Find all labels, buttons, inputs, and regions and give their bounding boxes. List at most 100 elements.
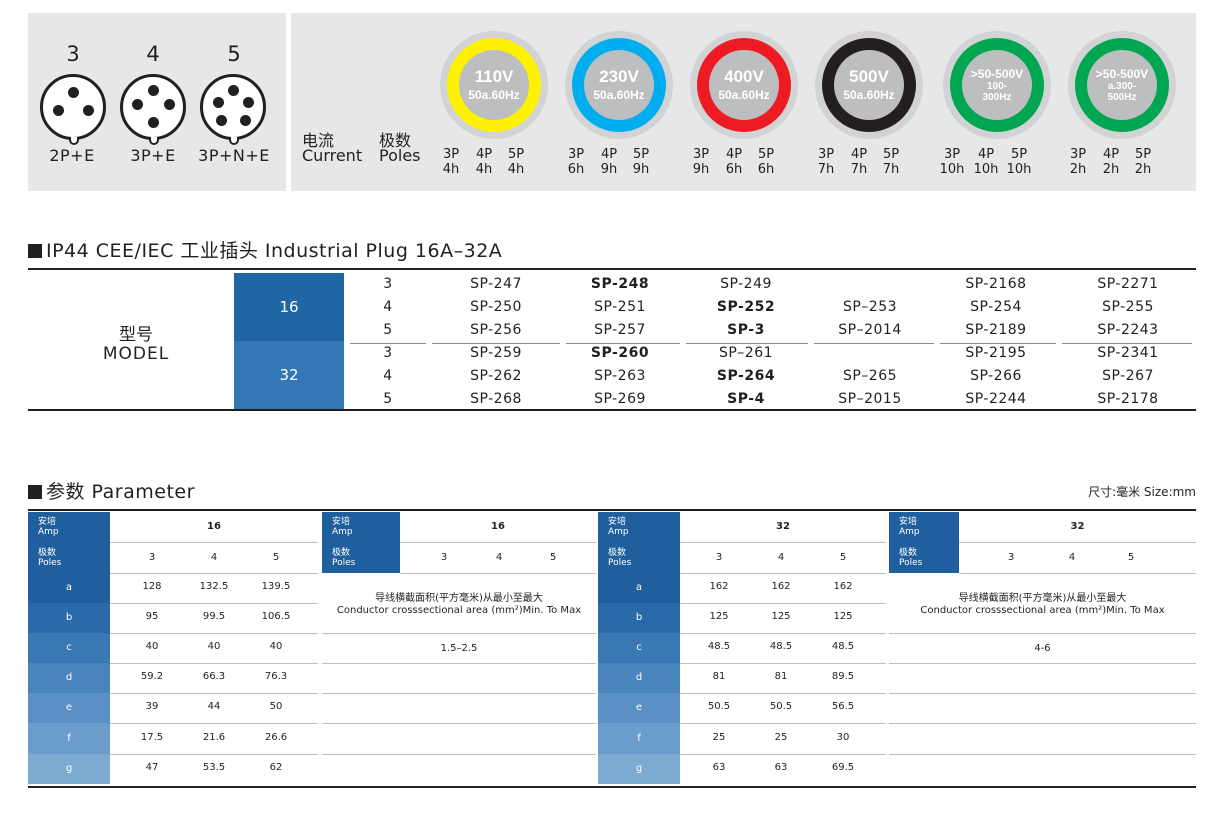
model-code-cell: SP-257 bbox=[594, 322, 646, 338]
model-code-cell: SP-254 bbox=[970, 299, 1022, 315]
dimension-value: 44 bbox=[207, 701, 221, 712]
amp-header-en: Amp bbox=[608, 527, 629, 537]
header-divider bbox=[400, 542, 596, 543]
pole-count-5: 5 bbox=[227, 42, 241, 66]
dimension-key-a: a bbox=[28, 573, 110, 603]
pole-hour-label: 5P 10h bbox=[1006, 147, 1032, 177]
plug-section-title: IP44 CEE/IEC 工业插头 Industrial Plug 16A–32… bbox=[28, 236, 502, 263]
amp-header-cell: 安培 Amp bbox=[28, 512, 110, 542]
frequency-value: 50a.60Hz bbox=[468, 88, 520, 102]
header-divider bbox=[959, 573, 1196, 574]
dimension-value: 125 bbox=[709, 611, 729, 622]
pole-label-2p-e: 2P+E bbox=[49, 146, 95, 165]
param-bottom-rule bbox=[28, 786, 1196, 788]
voltage-value: 230V bbox=[599, 67, 639, 86]
row-divider bbox=[1062, 343, 1192, 344]
dimension-value: 125 bbox=[833, 611, 853, 622]
model-label-en: MODEL bbox=[102, 344, 170, 364]
voltage-ring-1: 230V 50a.60Hz bbox=[565, 31, 673, 139]
dimension-value: 48.5 bbox=[831, 641, 855, 652]
frequency-value: 50a.60Hz bbox=[718, 88, 770, 102]
voltage-ring-core bbox=[584, 50, 654, 120]
model-code-cell: SP-2195 bbox=[965, 345, 1027, 361]
frequency-value: 50a.60Hz bbox=[593, 88, 645, 102]
plug-top-rule bbox=[28, 268, 1196, 270]
row-divider bbox=[889, 663, 1196, 664]
model-code-cell: SP–261 bbox=[718, 345, 774, 361]
poles-header-en: Poles bbox=[608, 557, 632, 568]
dimension-value: 162 bbox=[833, 581, 853, 592]
model-code-cell: SP-255 bbox=[1102, 299, 1154, 315]
dimension-key-e: e bbox=[598, 693, 680, 723]
model-code-cell: SP-250 bbox=[470, 299, 522, 315]
pole-hour-label: 3P 6h bbox=[567, 147, 585, 177]
header-divider bbox=[680, 573, 886, 574]
pole-count-cell: 4 bbox=[383, 368, 393, 384]
model-code-cell: SP-2178 bbox=[1097, 391, 1159, 407]
pole-label-3p-e: 3P+E bbox=[130, 146, 176, 165]
row-divider bbox=[940, 343, 1056, 344]
pole-label-3p-n-e: 3P+N+E bbox=[198, 146, 270, 165]
pole-hour-label: 4P 7h bbox=[850, 147, 868, 177]
dimension-value: 21.6 bbox=[202, 731, 226, 743]
dimension-value: 81 bbox=[774, 671, 788, 682]
model-code-cell: SP-263 bbox=[594, 368, 646, 384]
pole-count-cell: 5 bbox=[383, 391, 393, 407]
poles-header-cell: 极数 Poles bbox=[598, 542, 680, 573]
conductor-note-zh: 导线横截面积(平方毫米)从最小至最大 bbox=[375, 593, 543, 604]
dimension-value: 56.5 bbox=[831, 701, 855, 712]
dimension-key-g: g bbox=[598, 754, 680, 784]
pole-hour-label: 4P 2h bbox=[1102, 147, 1120, 177]
pole-count-cell: 5 bbox=[383, 322, 393, 338]
dimension-value: 99.5 bbox=[202, 611, 226, 622]
dimension-value: 39 bbox=[145, 701, 159, 712]
row-divider bbox=[322, 754, 596, 755]
param-top-rule bbox=[28, 509, 1196, 511]
voltage-ring-core bbox=[459, 50, 529, 120]
pole-header-value: 4 bbox=[1068, 552, 1076, 563]
model-code-cell: SP-266 bbox=[970, 368, 1022, 384]
dimension-value: 17.5 bbox=[140, 731, 164, 743]
dimension-value: 50.5 bbox=[707, 701, 731, 712]
model-code-cell: SP-2271 bbox=[1097, 276, 1159, 292]
plug-section-title-text: IP44 CEE/IEC 工业插头 Industrial Plug 16A–32… bbox=[46, 240, 503, 262]
frequency-value: a.300- 500Hz bbox=[1107, 81, 1137, 103]
pole-header-value: 5 bbox=[272, 552, 280, 563]
row-divider bbox=[322, 663, 596, 664]
poles-header-en: Poles bbox=[899, 557, 923, 568]
dimension-key-g: g bbox=[28, 754, 110, 784]
dimension-value: 26.6 bbox=[264, 731, 288, 743]
model-code-cell: SP-252 bbox=[716, 299, 776, 315]
pole-header-value: 5 bbox=[839, 552, 847, 563]
pole-count-cell: 3 bbox=[383, 345, 393, 361]
dimension-value: 62 bbox=[269, 762, 283, 773]
voltage-ring-core bbox=[962, 50, 1032, 120]
pole-count-3: 3 bbox=[66, 42, 80, 66]
dimension-value: 40 bbox=[145, 641, 159, 652]
frequency-value: 100- 300Hz bbox=[982, 81, 1012, 103]
model-code-cell: SP–265 bbox=[842, 368, 898, 384]
socket-5-pin-icon bbox=[200, 74, 266, 145]
dimension-key-d: d bbox=[598, 663, 680, 693]
poles-label-zh: 极数 bbox=[379, 131, 412, 150]
row-divider bbox=[680, 754, 886, 755]
current-label-en: Current bbox=[302, 146, 363, 165]
row-divider bbox=[110, 754, 318, 755]
amp-value-cell: 16 bbox=[491, 521, 505, 532]
socket-4-pin-icon bbox=[120, 74, 186, 145]
pole-header-value: 4 bbox=[495, 552, 503, 563]
amp-header-zh: 安培 bbox=[38, 517, 57, 527]
dimension-value: 47 bbox=[145, 762, 159, 773]
amp-cell-32: 32 bbox=[234, 341, 344, 409]
voltage-ring-2: 400V 50a.60Hz bbox=[690, 31, 798, 139]
conductor-area-value: 1.5–2.5 bbox=[440, 643, 478, 654]
conductor-note-en: Conductor crosssectional area (mm²)Min. … bbox=[920, 605, 1165, 616]
dimension-key-a: a bbox=[598, 573, 680, 603]
dimension-value: 48.5 bbox=[707, 641, 731, 652]
row-divider bbox=[889, 693, 1196, 694]
pole-header-value: 4 bbox=[210, 552, 218, 563]
dimension-value: 30 bbox=[836, 731, 850, 743]
poles-header-cell: 极数 Poles bbox=[322, 542, 400, 573]
poles-header-cell: 极数 Poles bbox=[28, 542, 110, 573]
pole-count-cell: 4 bbox=[383, 299, 393, 315]
